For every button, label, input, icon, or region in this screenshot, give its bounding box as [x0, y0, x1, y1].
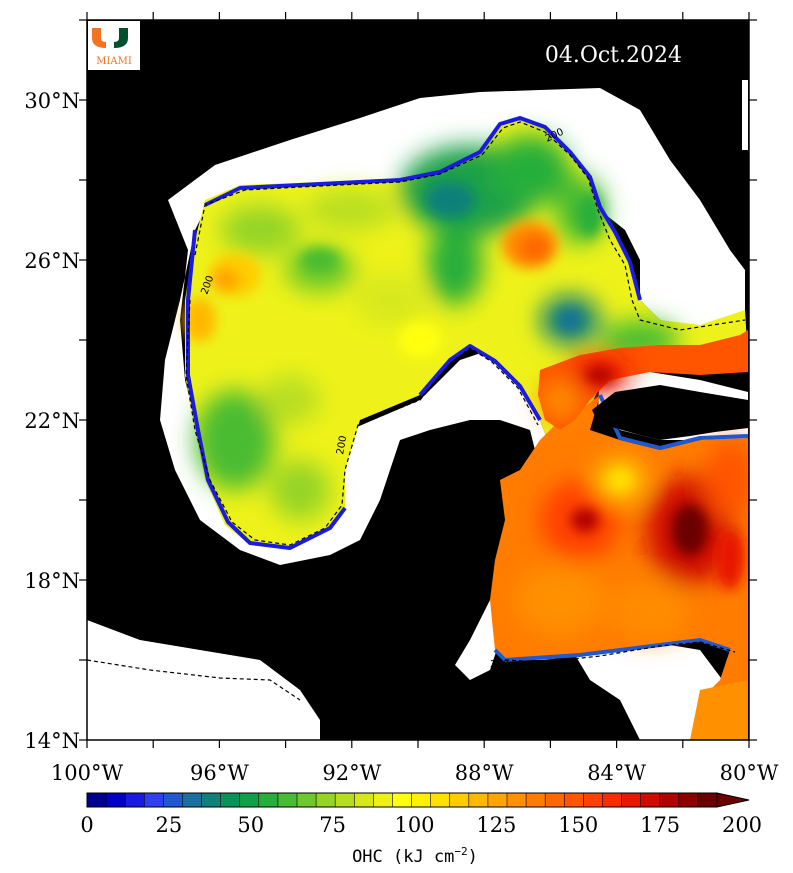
- colorbar-swatch: [354, 793, 374, 807]
- cuba-land: [592, 385, 748, 440]
- colorbar-swatch: [182, 793, 203, 807]
- colorbar-swatch: [239, 793, 260, 807]
- colorbar-swatch: [163, 793, 183, 807]
- colorbar-tick-label: 175: [640, 813, 680, 837]
- map-area: 200 200 200 200 04.Oct.2024 MIAMI: [87, 20, 749, 740]
- colorbar-swatch: [277, 793, 298, 807]
- colorbar-swatch: [697, 793, 718, 807]
- lon-tick-label: 88°W: [455, 761, 514, 785]
- colorbar-swatch: [125, 793, 145, 807]
- lon-tick-label: 96°W: [190, 761, 249, 785]
- colorbar: 0 25 50 75 100 125 150 175 200: [80, 792, 762, 837]
- caribbean-north-base: [538, 330, 748, 430]
- colorbar-tick-label: 150: [558, 813, 598, 837]
- lon-tick-label: 84°W: [587, 761, 646, 785]
- lat-tick-label: 14°N: [24, 729, 80, 753]
- colorbar-swatch: [144, 793, 164, 807]
- colorbar-swatch: [640, 793, 661, 807]
- ohc-field: [184, 116, 749, 740]
- colorbar-swatch: [411, 793, 432, 807]
- miami-logo: MIAMI: [88, 21, 140, 70]
- colorbar-swatch: [201, 793, 222, 807]
- lat-tick-label: 30°N: [24, 89, 80, 113]
- colorbar-swatch: [602, 793, 623, 807]
- colorbar-swatch: [335, 793, 355, 807]
- colorbar-tick-label: 25: [156, 813, 183, 837]
- colorbar-swatch: [297, 793, 317, 807]
- colorbar-tick-label: 75: [319, 813, 346, 837]
- colorbar-swatch: [487, 793, 508, 807]
- date-label: 04.Oct.2024: [545, 43, 682, 68]
- colorbar-swatch: [678, 793, 699, 807]
- lon-tick-label: 92°W: [322, 761, 381, 785]
- colorbar-swatch: [220, 793, 241, 807]
- colorbar-frame: [86, 792, 718, 808]
- lat-tick-label: 18°N: [24, 569, 80, 593]
- colorbar-tick-label: 100: [394, 813, 434, 837]
- colorbar-swatch: [564, 793, 584, 807]
- colorbar-swatch: [106, 793, 126, 807]
- u-logo-icon: [92, 28, 106, 48]
- colorbar-tick-label: 200: [722, 813, 762, 837]
- lon-tick-label: 80°W: [720, 761, 779, 785]
- colorbar-title: OHC (kJ cm−2): [352, 845, 478, 867]
- contour-label-3: 200: [335, 435, 349, 456]
- colorbar-swatch: [526, 793, 546, 807]
- lon-tick-label: 100°W: [51, 761, 124, 785]
- colorbar-swatch: [373, 793, 393, 807]
- colorbar-swatch: [430, 793, 451, 807]
- colorbar-swatch: [621, 793, 642, 807]
- colorbar-swatch: [87, 793, 107, 807]
- colorbar-swatch: [659, 793, 680, 807]
- colorbar-swatch: [258, 793, 279, 807]
- colorbar-tick-label: 125: [476, 813, 516, 837]
- colorbar-swatch: [583, 793, 603, 807]
- colorbar-swatch: [316, 793, 336, 807]
- contour-200: [87, 121, 746, 701]
- colorbar-swatch: [507, 793, 527, 807]
- logo-text: MIAMI: [96, 56, 132, 67]
- colorbar-swatch: [545, 793, 565, 807]
- colorbar-tick-label: 0: [80, 813, 93, 837]
- lat-tick-label: 26°N: [24, 249, 80, 273]
- colorbar-tick-label: 50: [237, 813, 264, 837]
- lat-tick-label: 22°N: [24, 409, 80, 433]
- colorbar-swatch: [468, 793, 489, 807]
- map-axes: 30°N 26°N 22°N 18°N 14°N 100°W 96°W 92°W 88°W 84°…: [24, 12, 779, 785]
- colorbar-extend-arrow: [716, 792, 750, 808]
- colorbar-swatch: [392, 793, 413, 807]
- colorbar-swatch: [449, 793, 470, 807]
- contour-label-4: 200: [490, 659, 509, 670]
